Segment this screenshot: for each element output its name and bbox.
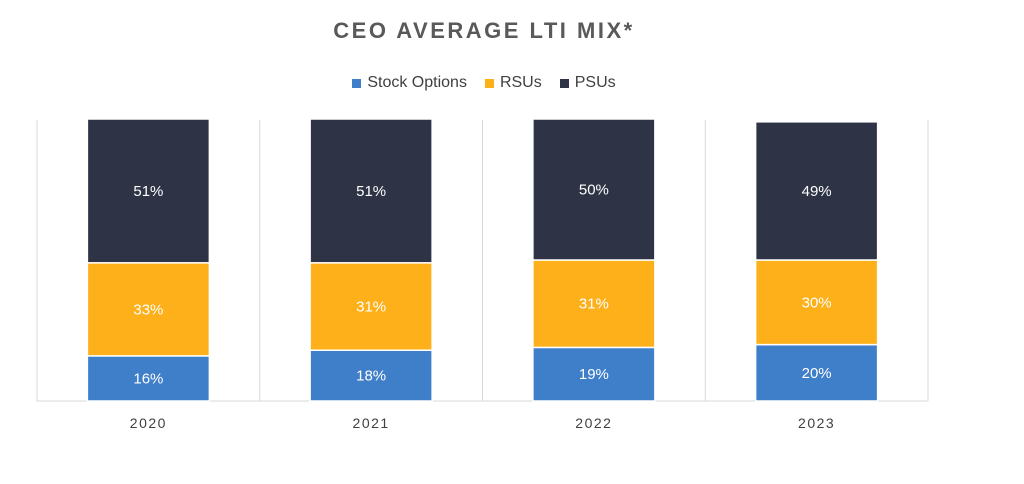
x-tick-label-2021: 2021 [353, 415, 390, 431]
legend-swatch-stock-options [352, 78, 362, 88]
bar-psus-2023 [754, 121, 879, 261]
data-label-stock-options-2022: 19% [579, 366, 609, 383]
x-tick-label-2020: 2020 [130, 415, 167, 431]
bar-rsus-2020 [86, 262, 211, 357]
data-label-rsus-2022: 31% [579, 296, 609, 313]
legend: Stock Options RSUs PSUs [0, 74, 968, 92]
data-label-psus-2020: 51% [133, 183, 163, 200]
legend-item-stock-options: Stock Options [352, 74, 467, 92]
bar-rsus-2022 [532, 259, 656, 349]
x-tick-label-2022: 2022 [575, 415, 612, 431]
data-label-psus-2023: 49% [802, 183, 832, 200]
bar-stock-options-2023 [754, 343, 879, 402]
data-label-psus-2021: 51% [356, 183, 386, 200]
legend-label-rsus: RSUs [499, 74, 542, 91]
legend-swatch-rsus [484, 78, 494, 88]
data-label-rsus-2020: 33% [133, 301, 163, 318]
data-label-psus-2022: 50% [579, 182, 609, 199]
bar-psus-2021 [309, 118, 433, 264]
data-label-stock-options-2020: 16% [133, 370, 163, 387]
data-label-rsus-2023: 30% [802, 294, 832, 311]
bar-stock-options-2021 [309, 349, 433, 402]
x-tick-label-2023: 2023 [798, 415, 835, 431]
bar-psus-2022 [532, 118, 656, 261]
data-label-rsus-2021: 31% [356, 299, 386, 316]
data-label-stock-options-2023: 20% [802, 365, 832, 382]
bar-rsus-2021 [309, 262, 433, 351]
legend-label-psus: PSUs [574, 74, 616, 91]
legend-swatch-psus [559, 78, 569, 88]
chart-title: CEO AVERAGE LTI MIX* [333, 18, 635, 43]
legend-label-stock-options: Stock Options [367, 74, 467, 91]
data-label-stock-options-2021: 18% [356, 368, 386, 385]
bar-psus-2020 [86, 118, 211, 264]
legend-item-psus: PSUs [559, 74, 616, 92]
bar-stock-options-2020 [86, 355, 211, 402]
legend-item-rsus: RSUs [484, 74, 542, 92]
bar-rsus-2023 [754, 259, 879, 346]
